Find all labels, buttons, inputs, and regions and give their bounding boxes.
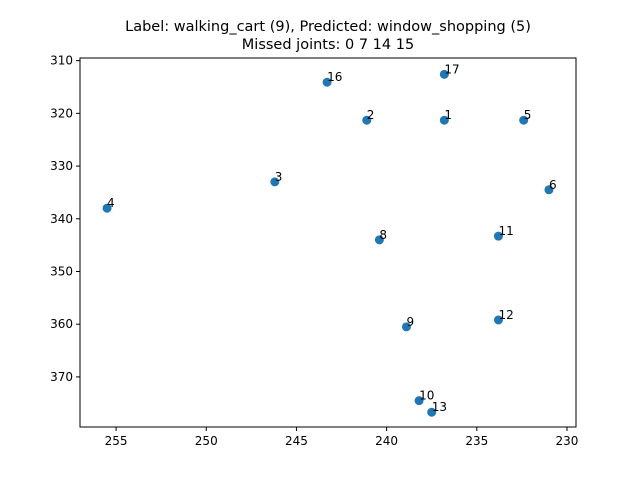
- point-label: 11: [498, 224, 513, 238]
- x-tick-label: 240: [375, 434, 398, 448]
- plot-area: [79, 57, 577, 428]
- data-point: [362, 115, 372, 125]
- data-point: [439, 115, 449, 125]
- y-tick-label: 360: [50, 317, 73, 331]
- point-label: 4: [107, 196, 115, 210]
- data-point: [374, 235, 384, 245]
- y-axis: 310 320 330 340 350 360 370: [50, 54, 80, 384]
- y-tick-label: 330: [50, 159, 73, 173]
- x-tick-label: 235: [465, 434, 488, 448]
- chart-subtitle: Missed joints: 0 7 14 15: [242, 37, 414, 53]
- y-tick-label: 310: [50, 54, 73, 68]
- point-label: 2: [367, 108, 375, 122]
- x-tick-label: 230: [556, 434, 579, 448]
- data-point: [519, 115, 529, 125]
- point-label: 1: [444, 108, 452, 122]
- point-label: 13: [432, 400, 447, 414]
- data-point: [439, 69, 449, 79]
- data-point: [414, 396, 424, 406]
- x-tick-label: 250: [195, 434, 218, 448]
- data-point: [270, 177, 280, 187]
- y-tick-label: 350: [50, 264, 73, 278]
- point-label: 8: [379, 228, 387, 242]
- point-label: 12: [498, 308, 513, 322]
- y-tick-label: 340: [50, 212, 73, 226]
- y-tick-label: 320: [50, 106, 73, 120]
- y-tick-label: 370: [50, 370, 73, 384]
- data-point: [493, 315, 503, 325]
- point-label: 17: [444, 62, 459, 76]
- x-axis: 255 250 245 240 235 230: [105, 427, 579, 448]
- data-point: [102, 203, 112, 213]
- point-label: 5: [524, 108, 532, 122]
- point-label: 6: [549, 178, 557, 192]
- point-label: 9: [406, 315, 414, 329]
- x-tick-label: 245: [285, 434, 308, 448]
- point-label: 10: [419, 389, 434, 403]
- data-point: [322, 77, 332, 87]
- data-point: [401, 322, 411, 332]
- point-label: 3: [275, 170, 283, 184]
- data-point: [493, 231, 503, 241]
- data-point: [427, 407, 437, 417]
- data-point: [544, 185, 554, 195]
- point-label: 16: [327, 70, 342, 84]
- x-tick-label: 255: [105, 434, 128, 448]
- chart-title: Label: walking_cart (9), Predicted: wind…: [125, 19, 531, 35]
